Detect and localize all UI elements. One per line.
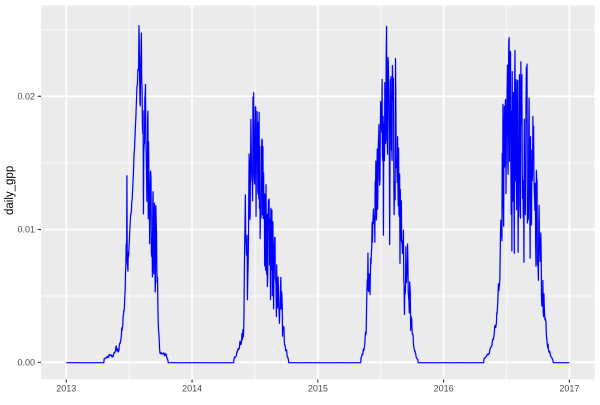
svg-text:0.02: 0.02 (17, 92, 35, 102)
svg-text:2013: 2013 (56, 384, 76, 394)
svg-text:daily_gpp: daily_gpp (4, 166, 16, 215)
svg-text:2014: 2014 (182, 384, 202, 394)
svg-text:0.00: 0.00 (17, 358, 35, 368)
svg-text:2015: 2015 (308, 384, 328, 394)
svg-text:0.01: 0.01 (17, 225, 35, 235)
svg-text:2017: 2017 (559, 384, 579, 394)
svg-text:2016: 2016 (434, 384, 454, 394)
